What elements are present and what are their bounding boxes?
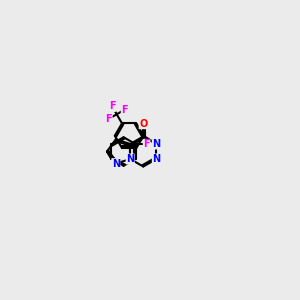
Text: N: N xyxy=(126,154,134,164)
Text: N: N xyxy=(112,159,120,169)
Text: F: F xyxy=(106,114,112,124)
Text: F: F xyxy=(143,140,150,149)
Text: F: F xyxy=(109,101,116,112)
Text: N: N xyxy=(152,139,160,149)
Text: F: F xyxy=(121,105,128,115)
Text: O: O xyxy=(139,119,147,129)
Text: N: N xyxy=(152,154,160,164)
